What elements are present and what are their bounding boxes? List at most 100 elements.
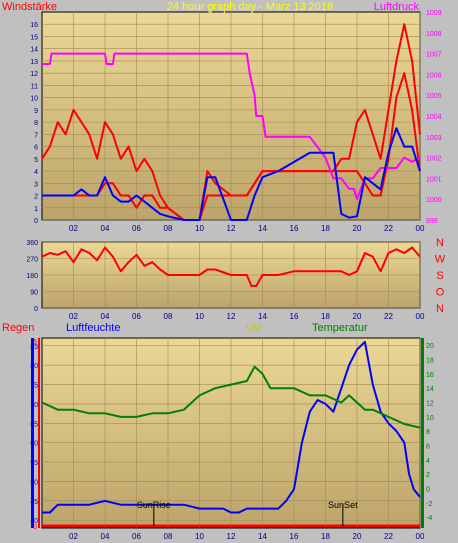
humidity-temperature-ticks: 02 04 06 08 10 12 14 16 18 20 22 004045505560657075… [30,339,434,541]
regen-label: Regen [2,322,34,334]
y-tick-label: 6 [34,145,38,152]
y-tick-label: 1 [34,206,38,213]
x-tick-label: 02 [69,224,78,233]
y-tick-label: 16 [30,22,38,29]
humidity-temperature-series [41,340,421,528]
humidity-axis-bar [31,338,34,528]
y2-tick-label: 4 [426,458,430,465]
chart-title: 24 hour graph day - Marz 13 2018 [167,1,333,13]
y-tick-label: 85 [30,344,38,351]
y2-tick-label: 6 [426,444,430,451]
compass-label: N [436,303,444,315]
sun-marker-label: SunRise [137,500,171,510]
x-tick-label: 04 [101,224,110,233]
y2-tick-label: 12 [426,401,434,408]
uv-label: UV [246,322,262,334]
y2-tick-label: 1009 [426,10,442,17]
x-tick-label: 06 [132,224,141,233]
x-tick-label: 04 [101,312,110,321]
x-tick-label: 06 [132,312,141,321]
y-tick-label: 5 [34,157,38,164]
y2-tick-label: 14 [426,386,434,393]
x-tick-label: 18 [321,312,330,321]
x-tick-label: 14 [258,312,267,321]
x-tick-label: 16 [290,224,299,233]
y-tick-label: 14 [30,47,38,54]
pressure-line [42,52,421,201]
x-tick-label: 10 [195,224,204,233]
x-tick-label: 20 [353,224,362,233]
temperature-axis-bar [421,338,424,528]
x-tick-label: 02 [69,312,78,321]
compass-label: N [436,237,444,249]
y-tick-label: 0 [34,218,38,225]
luftdruck-label: Luftdruck [374,1,420,13]
compass-label: O [436,287,445,299]
y2-tick-label: 1001 [426,176,442,183]
y-tick-label: 3 [34,181,38,188]
y-tick-label: 11 [31,83,38,90]
windstaerke-label: Windstärke [2,1,57,13]
y2-tick-label: 1006 [426,72,442,79]
x-tick-label: 22 [384,224,393,233]
x-tick-label: 02 [69,532,78,541]
y-tick-label: 180 [26,273,38,280]
x-tick-label: 12 [227,312,236,321]
rain-tick-label: 0 [33,524,37,531]
y2-tick-label: 1000 [426,197,442,204]
sun-marker-label: SunSet [328,500,358,510]
y-tick-label: 4 [34,169,38,176]
x-tick-label: 20 [353,312,362,321]
temperature-line [41,365,421,429]
y-tick-label: 70 [30,402,38,409]
y-tick-label: 9 [34,108,38,115]
y-tick-label: 10 [30,96,38,103]
y-tick-label: 75 [30,383,38,390]
y-tick-label: 7 [34,132,38,139]
wind-direction-series [41,246,421,287]
y2-tick-label: 1002 [426,156,442,163]
y2-tick-label: 16 [426,372,434,379]
rain-axis-bar [38,338,40,528]
x-tick-label: 06 [132,532,141,541]
y2-tick-label: 1005 [426,93,442,100]
y-tick-label: 12 [30,71,38,78]
y-tick-label: 0 [34,306,38,313]
x-tick-label: 10 [195,312,204,321]
y-tick-label: 40 [30,518,38,525]
y2-tick-label: -2 [426,501,432,508]
y-tick-label: 60 [30,441,38,448]
wind-pressure-series [41,23,421,221]
y2-tick-label: -4 [426,515,432,522]
x-tick-label: 18 [321,224,330,233]
humidity-line [42,340,421,514]
x-tick-label: 18 [321,532,330,541]
wind-direction-grid [42,241,421,309]
y-tick-label: 2 [34,194,38,201]
x-tick-label: 08 [164,312,173,321]
y2-tick-label: 999 [426,218,438,225]
y-tick-label: 13 [30,59,38,66]
x-tick-label: 22 [384,312,393,321]
x-tick-label: 14 [258,532,267,541]
y-tick-label: 50 [30,479,38,486]
y-tick-label: 15 [30,34,38,41]
y-tick-label: 65 [30,421,38,428]
y-tick-label: 360 [26,240,38,247]
wind-pressure-ticks: 02 04 06 08 10 12 14 16 18 20 22 000123456789101112… [30,10,441,233]
x-tick-label: 20 [353,532,362,541]
x-tick-label: 00 [416,224,425,233]
y2-tick-label: 10 [426,415,434,422]
x-tick-label: 04 [101,532,110,541]
x-tick-label: 10 [195,532,204,541]
x-tick-label: 08 [164,224,173,233]
x-tick-label: 00 [416,312,425,321]
x-tick-label: 22 [384,532,393,541]
temperatur-label: Temperatur [312,322,368,334]
x-tick-label: 14 [258,224,267,233]
y-tick-label: 90 [30,290,38,297]
x-tick-label: 08 [164,532,173,541]
y2-tick-label: 1003 [426,135,442,142]
